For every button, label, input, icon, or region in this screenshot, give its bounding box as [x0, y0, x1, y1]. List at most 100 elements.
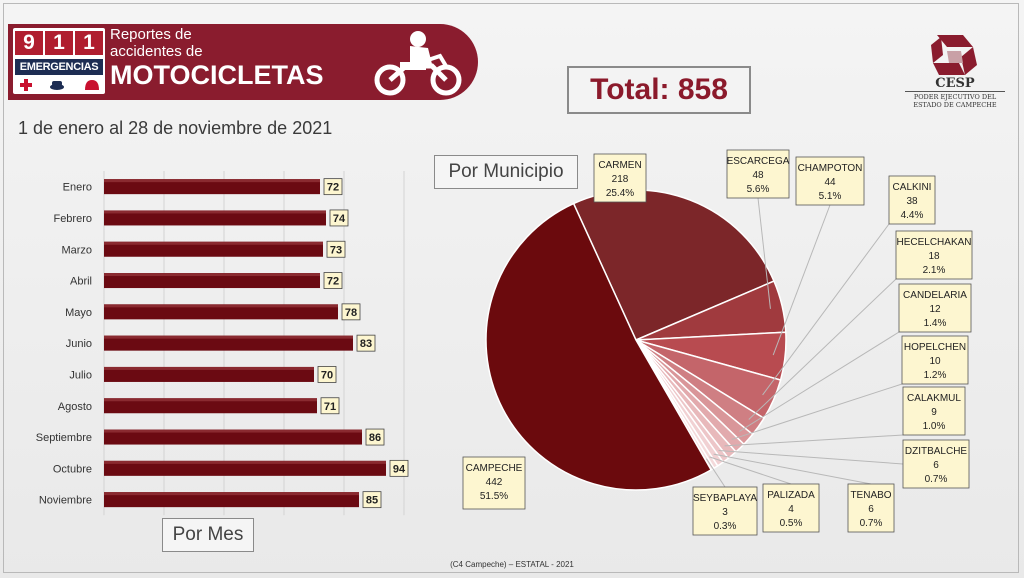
date-range: 1 de enero al 28 de noviembre de 2021	[18, 118, 333, 138]
bar-value-box	[323, 272, 343, 289]
pie-slice-label: HECELCHAKAN	[896, 237, 971, 248]
pie-slice-percent: 5.6%	[747, 184, 770, 195]
pie-slice-value: 44	[824, 177, 836, 188]
pie-slice-percent: 2.1%	[923, 265, 946, 276]
pie-slice-label: CARMEN	[598, 160, 641, 171]
pie-slice-label: CAMPECHE	[466, 463, 523, 474]
bar	[104, 398, 317, 414]
bar-category-label: Julio	[69, 369, 92, 381]
red-cross-icon	[20, 79, 32, 91]
bar-value-box	[341, 303, 361, 321]
total-count: Total: 858	[567, 66, 751, 114]
pie-slice-value: 38	[906, 196, 918, 207]
pie-slice-value: 6	[868, 504, 874, 515]
bar-category-label: Noviembre	[39, 495, 92, 507]
pie-slice-percent: 0.5%	[780, 518, 803, 529]
bar-category-label: Marzo	[61, 244, 92, 256]
pie-slice-label: CANDELARIA	[903, 290, 967, 301]
cesp-logo-icon	[931, 35, 977, 75]
bar-value-label: 72	[327, 182, 339, 194]
leader-line	[748, 278, 897, 420]
emergency-icons	[20, 79, 99, 91]
bar-highlight	[104, 273, 320, 277]
source-note: (C4 Campeche) – ESTATAL - 2021	[450, 560, 574, 569]
leader-line	[762, 223, 890, 396]
bar-category-label: Mayo	[65, 307, 92, 319]
leader-line	[724, 434, 904, 447]
police-cap-icon	[50, 81, 64, 90]
leader-line	[713, 453, 872, 485]
pie-slice-value: 18	[928, 251, 940, 262]
bar-chart-title: Por Mes	[162, 518, 254, 552]
org-subtitle: PODER EJECUTIVO DEL ESTADO DE CAMPECHE	[905, 91, 1005, 109]
bar-value-label: 73	[330, 244, 342, 256]
leader-line	[772, 204, 831, 356]
pie-label-box	[593, 153, 647, 203]
pie-slice-percent: 0.7%	[925, 474, 948, 485]
pie-label-box	[902, 386, 966, 436]
pie-slice-label: DZITBALCHE	[905, 446, 968, 457]
pie-label-box	[895, 230, 973, 280]
bar-value-label: 71	[324, 401, 336, 413]
logo-digit: 1	[45, 31, 73, 55]
fire-helmet-icon	[85, 80, 99, 90]
bar	[104, 273, 320, 289]
pie-slice	[485, 202, 713, 491]
bar-highlight	[104, 366, 314, 370]
bar-highlight	[104, 241, 323, 245]
pie-label-box	[762, 483, 820, 533]
bar	[104, 304, 338, 320]
pie-label-box	[898, 283, 972, 333]
bar	[104, 429, 362, 445]
pie-slice-percent: 1.4%	[924, 318, 947, 329]
pie-slice-label: CALKINI	[893, 182, 932, 193]
org-name: CESP	[935, 76, 975, 91]
pie-slice-value: 48	[752, 170, 764, 181]
pie-slice-percent: 4.4%	[901, 210, 924, 221]
bar	[104, 241, 323, 257]
bar-category-label: Octubre	[53, 463, 92, 475]
bar	[104, 492, 359, 508]
bar-value-label: 83	[360, 338, 372, 350]
pie-slice-percent: 1.2%	[924, 370, 947, 381]
bar-value-box	[389, 459, 409, 477]
bar-value-label: 70	[321, 369, 333, 381]
bar-value-box	[326, 240, 346, 258]
bar-highlight	[104, 460, 386, 464]
bar-value-box	[365, 428, 385, 446]
pie-slice-percent: 0.3%	[714, 521, 737, 532]
pie-slice-percent: 0.7%	[860, 518, 883, 529]
leader-line	[718, 450, 904, 465]
slide-frame	[3, 3, 1019, 573]
header-title: MOTOCICLETAS	[110, 60, 324, 90]
pie-slice-percent: 1.0%	[923, 421, 946, 432]
pie-slice-label: CALAKMUL	[907, 393, 961, 404]
bar	[104, 366, 314, 382]
bar-value-box	[320, 397, 340, 415]
pie-slice-percent: 51.5%	[480, 491, 508, 502]
pie-chart: CAMPECHE 442 51.5% CARMEN 218 25.4% ESCARCEGA 4…	[462, 149, 973, 536]
pie-slice-label: HOPELCHEN	[904, 342, 966, 353]
bar-category-label: Enero	[63, 182, 92, 194]
bar-category-label: Agosto	[58, 401, 92, 413]
logo-subtext: EMERGENCIAS	[15, 59, 103, 75]
bar-highlight	[104, 210, 326, 214]
leader-line	[705, 458, 726, 488]
leader-line	[709, 456, 792, 485]
pie-slice-label: TENABO	[850, 490, 891, 501]
bar-highlight	[104, 492, 359, 496]
pie-label-box	[795, 156, 865, 206]
bar-category-label: Febrero	[53, 213, 92, 225]
pie-slice-value: 9	[931, 407, 937, 418]
bar-value-label: 94	[393, 463, 406, 475]
bar-value-label: 72	[327, 276, 339, 288]
pie-slice-value: 442	[486, 477, 503, 488]
bar-highlight	[104, 179, 320, 183]
bar-value-label: 85	[366, 495, 378, 507]
pie-slice-value: 3	[722, 507, 728, 518]
bar-highlight	[104, 398, 317, 402]
pie-slice-percent: 25.4%	[606, 188, 634, 199]
header-subtitle: Reportes de accidentes de	[110, 26, 203, 60]
pie-label-box	[692, 486, 758, 536]
